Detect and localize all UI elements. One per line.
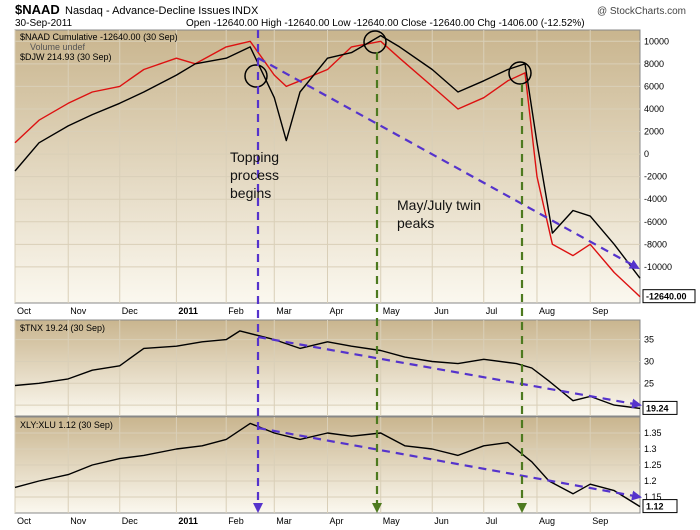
grid-layer: [14, 30, 640, 513]
x-tick-label: Apr: [330, 516, 344, 526]
x-tick-label: Jul: [486, 306, 498, 316]
last-value-box: [642, 400, 678, 415]
y-tick-label: -4000: [644, 194, 667, 204]
y-tick-label: -2000: [644, 172, 667, 182]
series-line-djw: [14, 34, 641, 279]
chart-date: 30-Sep-2011: [15, 18, 73, 29]
y-tick-label: -6000: [644, 217, 667, 227]
x-tick-label: Apr: [330, 306, 344, 316]
annotation-topping-1: Topping: [230, 149, 279, 165]
legend-ratio: XLY:XLU 1.12 (30 Sep): [20, 420, 113, 430]
last-value-label: 1.12: [646, 502, 664, 512]
x-tick-label: Aug: [539, 516, 555, 526]
last-value-label: -12640.00: [646, 292, 687, 302]
x-tick-label: Oct: [17, 516, 32, 526]
quote-line: Open -12640.00 High -12640.00 Low -12640…: [186, 18, 585, 29]
chart-exchange: INDX: [232, 5, 259, 17]
annotation-peaks-2: peaks: [397, 215, 434, 231]
last-value-box: [642, 289, 696, 304]
y-tick-label: 1.2: [644, 476, 657, 486]
x-tick-label: Nov: [70, 306, 87, 316]
series-line-naadcumulative: [14, 40, 641, 298]
legend-tnx: $TNX 19.24 (30 Sep): [20, 323, 105, 333]
y-tick-label: -10000: [644, 262, 672, 272]
y-tick-label: 2000: [644, 127, 664, 137]
peak-circle-feb: [244, 64, 268, 88]
x-tick-label: Feb: [228, 306, 244, 316]
x-tick-label: 2011: [178, 516, 198, 526]
x-tick-label: Aug: [539, 306, 555, 316]
y-tick-label: 30: [644, 356, 654, 366]
trend-arrow-main: [257, 57, 640, 269]
tick-layer: 10000 8000 6000 4000 2000 0 -2000 -4000 -6000 -80…: [17, 36, 696, 526]
y-tick-label: 1.25: [644, 460, 662, 470]
watermark: @ StockCharts.com: [597, 6, 686, 17]
x-tick-label: Feb: [228, 516, 244, 526]
x-tick-label: Jul: [486, 516, 498, 526]
peak-circle-may: [363, 30, 387, 54]
legend-volume: Volume undef: [30, 42, 86, 52]
legend-djw: $DJW 214.93 (30 Sep): [20, 52, 112, 62]
x-tick-label: Jun: [434, 516, 449, 526]
annotation-peaks-1: May/July twin: [397, 197, 481, 213]
x-tick-label: Jun: [434, 306, 449, 316]
series-layer: [14, 34, 641, 508]
y-tick-label: 35: [644, 335, 654, 345]
y-tick-label: 1.35: [644, 428, 662, 438]
y-tick-label: 25: [644, 378, 654, 388]
y-tick-label: 4000: [644, 104, 664, 114]
series-line-xlyxlu: [14, 422, 641, 508]
last-value-label: 19.24: [646, 403, 669, 413]
x-tick-label: May: [383, 306, 401, 316]
x-tick-label: Dec: [122, 306, 139, 316]
y-tick-label: 10000: [644, 36, 669, 46]
annotation-topping-2: process: [230, 167, 279, 183]
x-tick-label: Oct: [17, 306, 32, 316]
last-value-box: [642, 499, 678, 514]
x-tick-label: Dec: [122, 516, 139, 526]
y-tick-label: 1.3: [644, 444, 657, 454]
annotation-topping-3: begins: [230, 185, 271, 201]
x-tick-label: Mar: [276, 306, 292, 316]
trend-arrow-tnx: [257, 335, 642, 409]
x-tick-label: May: [383, 516, 401, 526]
x-tick-label: Sep: [592, 306, 608, 316]
y-tick-label: -8000: [644, 239, 667, 249]
x-tick-label: Sep: [592, 516, 608, 526]
x-tick-label: Nov: [70, 516, 87, 526]
x-tick-label: 2011: [178, 306, 198, 316]
chart-name: Nasdaq - Advance-Decline Issues: [65, 5, 231, 17]
y-tick-label: 0: [644, 149, 649, 159]
series-line-tnx: [14, 330, 641, 410]
x-tick-label: Mar: [276, 516, 292, 526]
trend-arrow-ratio: [257, 426, 642, 501]
y-tick-label: 1.15: [644, 492, 662, 502]
y-tick-label: 8000: [644, 59, 664, 69]
chart-symbol: $NAAD: [15, 2, 60, 17]
legend-naad: $NAAD Cumulative -12640.00 (30 Sep): [20, 32, 178, 42]
y-tick-label: 6000: [644, 81, 664, 91]
peak-circle-jul: [508, 61, 532, 85]
